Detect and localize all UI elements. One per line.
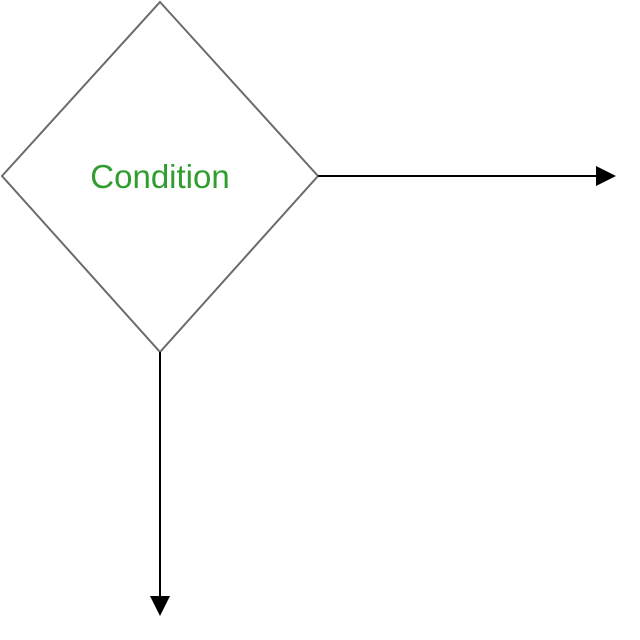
condition-label: Condition: [90, 158, 229, 195]
